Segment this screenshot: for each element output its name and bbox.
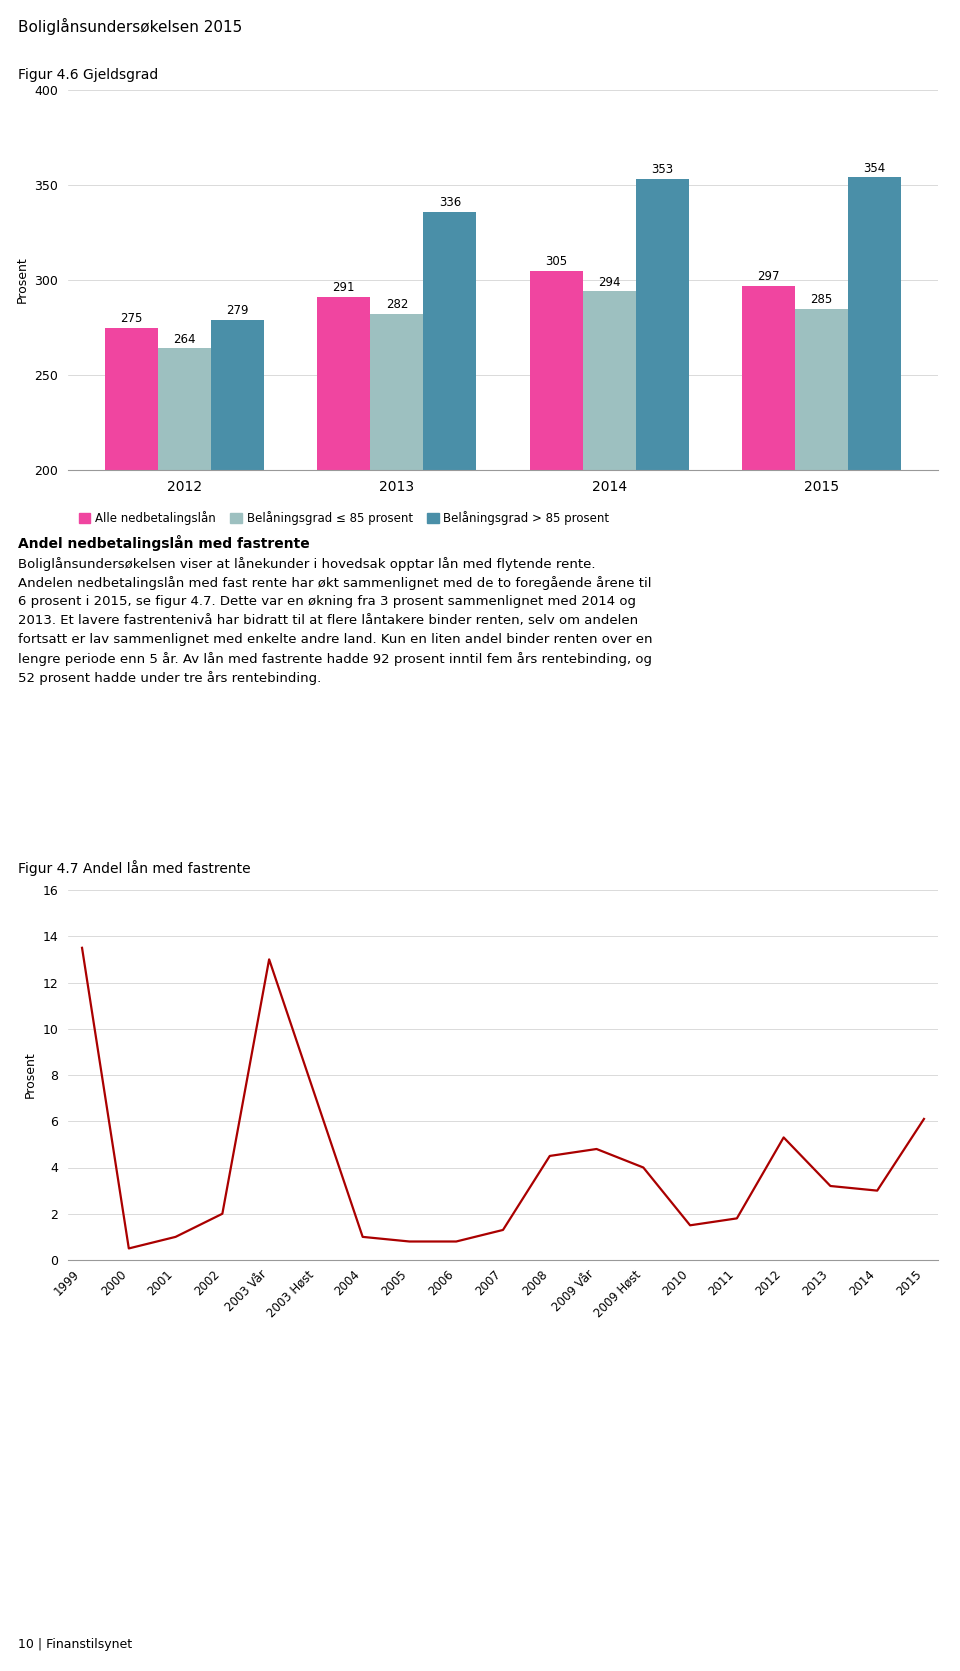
- Y-axis label: Prosent: Prosent: [24, 1051, 36, 1098]
- Text: Andelen nedbetalingslån med fast rente har økt sammenlignet med de to foregående: Andelen nedbetalingslån med fast rente h…: [18, 576, 652, 590]
- Text: 6 prosent i 2015, se figur 4.7. Dette var en økning fra 3 prosent sammenlignet m: 6 prosent i 2015, se figur 4.7. Dette va…: [18, 595, 636, 608]
- Bar: [848, 177, 900, 851]
- Text: Figur 4.7 Andel lån med fastrente: Figur 4.7 Andel lån med fastrente: [18, 861, 251, 876]
- Text: 294: 294: [598, 276, 620, 289]
- Text: Andel nedbetalingslån med fastrente: Andel nedbetalingslån med fastrente: [18, 535, 310, 551]
- Text: 291: 291: [332, 281, 355, 294]
- Text: 52 prosent hadde under tre års rentebinding.: 52 prosent hadde under tre års rentebind…: [18, 672, 322, 685]
- Text: fortsatt er lav sammenlignet med enkelte andre land. Kun en liten andel binder r: fortsatt er lav sammenlignet med enkelte…: [18, 633, 653, 647]
- Bar: [423, 212, 476, 851]
- Text: 336: 336: [439, 196, 461, 209]
- Text: 2013. Et lavere fastrentenivå har bidratt til at flere låntakere binder renten, : 2013. Et lavere fastrentenivå har bidrat…: [18, 613, 638, 627]
- Text: 264: 264: [174, 333, 196, 346]
- Text: Boliglånsundersøkelsen viser at lånekunder i hovedsak opptar lån med flytende re: Boliglånsundersøkelsen viser at lånekund…: [18, 556, 595, 571]
- Text: 279: 279: [227, 304, 249, 317]
- Text: 305: 305: [545, 254, 567, 267]
- Text: 285: 285: [810, 292, 832, 306]
- Text: 10 | Finanstilsynet: 10 | Finanstilsynet: [18, 1638, 132, 1651]
- Text: 297: 297: [757, 269, 780, 282]
- Y-axis label: Prosent: Prosent: [16, 257, 29, 304]
- Bar: [636, 179, 688, 851]
- Bar: [371, 314, 423, 851]
- Bar: [211, 319, 264, 851]
- Text: 275: 275: [120, 312, 143, 324]
- Text: 282: 282: [386, 299, 408, 311]
- Bar: [795, 309, 848, 851]
- Text: lengre periode enn 5 år. Av lån med fastrente hadde 92 prosent inntil fem års re: lengre periode enn 5 år. Av lån med fast…: [18, 652, 652, 667]
- Bar: [318, 297, 371, 851]
- Legend: Alle nedbetalingslån, Belåningsgrad ≤ 85 prosent, Belåningsgrad > 85 prosent: Alle nedbetalingslån, Belåningsgrad ≤ 85…: [74, 506, 614, 530]
- Bar: [530, 271, 583, 851]
- Bar: [158, 348, 211, 851]
- Bar: [583, 291, 636, 851]
- Text: Boliglånsundersøkelsen 2015: Boliglånsundersøkelsen 2015: [18, 18, 242, 35]
- Text: 353: 353: [651, 164, 673, 177]
- Bar: [742, 286, 795, 851]
- Bar: [106, 328, 158, 851]
- Text: Figur 4.6 Gjeldsgrad: Figur 4.6 Gjeldsgrad: [18, 69, 158, 82]
- Text: 354: 354: [863, 162, 885, 174]
